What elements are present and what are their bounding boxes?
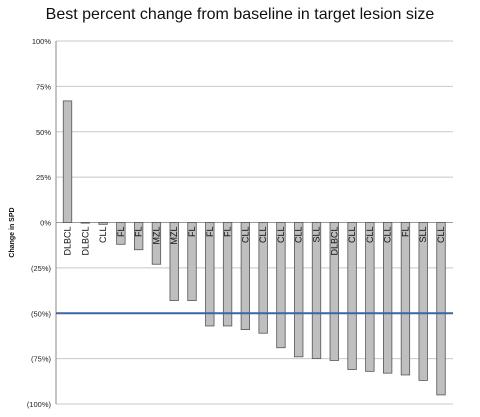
bar [400, 222, 411, 376]
category-label: FL [187, 227, 197, 238]
y-tick-label: 100% [32, 37, 52, 46]
category-label: SLL [418, 227, 428, 243]
y-tick-label: (75%) [31, 355, 52, 364]
category-label: CLL [276, 227, 286, 244]
category-label: FL [223, 227, 233, 238]
y-axis-label: Change in SPD [9, 207, 16, 257]
bar [276, 222, 286, 349]
category-labels: DLBCL DLBCL CLL FL FL MZL MZL FL FL FL CLL CLL CLL CL… [63, 227, 447, 256]
category-label: FL [116, 227, 126, 238]
bar [151, 222, 162, 265]
y-tick-label: (50%) [31, 309, 52, 318]
category-label: CLL [98, 227, 108, 244]
category-label: CLL [240, 227, 250, 244]
category-label: MZL [169, 227, 179, 245]
bar [187, 222, 197, 301]
bar [222, 222, 233, 327]
bar [133, 222, 144, 251]
bar [116, 222, 126, 245]
bar [311, 222, 322, 360]
y-tick-label: 25% [36, 173, 51, 182]
category-label: SLL [312, 227, 322, 243]
category-label: CLL [436, 227, 446, 244]
chart-title: Best percent change from baseline in tar… [45, 6, 435, 23]
category-label: CLL [383, 227, 393, 244]
category-label: CLL [294, 227, 304, 244]
category-label: FL [205, 227, 215, 238]
y-tick-label: (25%) [31, 264, 52, 273]
bar [329, 222, 339, 361]
y-axis-ticks: 100% 75% 50% 25% 0% (25%) (50%) (75%) (100%) [27, 37, 52, 409]
bars [62, 100, 446, 396]
bar [436, 222, 446, 396]
category-label: FL [400, 227, 410, 238]
category-label: CLL [258, 227, 268, 244]
category-label: DLBCL [63, 227, 73, 256]
bar [365, 222, 375, 372]
category-label: MZL [151, 227, 161, 245]
y-tick-label: 50% [36, 128, 51, 137]
category-label: CLL [347, 227, 357, 244]
bar [258, 222, 268, 334]
bar [418, 222, 428, 381]
bar [80, 222, 90, 224]
bar [347, 222, 357, 370]
y-tick-label: (100%) [27, 400, 52, 409]
category-label: DLBCL [329, 227, 339, 256]
bar [294, 222, 304, 358]
bar [382, 222, 393, 374]
bar [62, 100, 73, 223]
y-tick-label: 75% [36, 82, 51, 91]
y-tick-label: 0% [40, 219, 51, 228]
bar [169, 222, 179, 301]
category-label: DLBCL [80, 227, 90, 256]
category-label: CLL [365, 227, 375, 244]
bar [205, 222, 215, 327]
category-label: FL [134, 227, 144, 238]
bar [98, 222, 108, 225]
bar [240, 222, 251, 330]
gridlines [55, 40, 453, 405]
